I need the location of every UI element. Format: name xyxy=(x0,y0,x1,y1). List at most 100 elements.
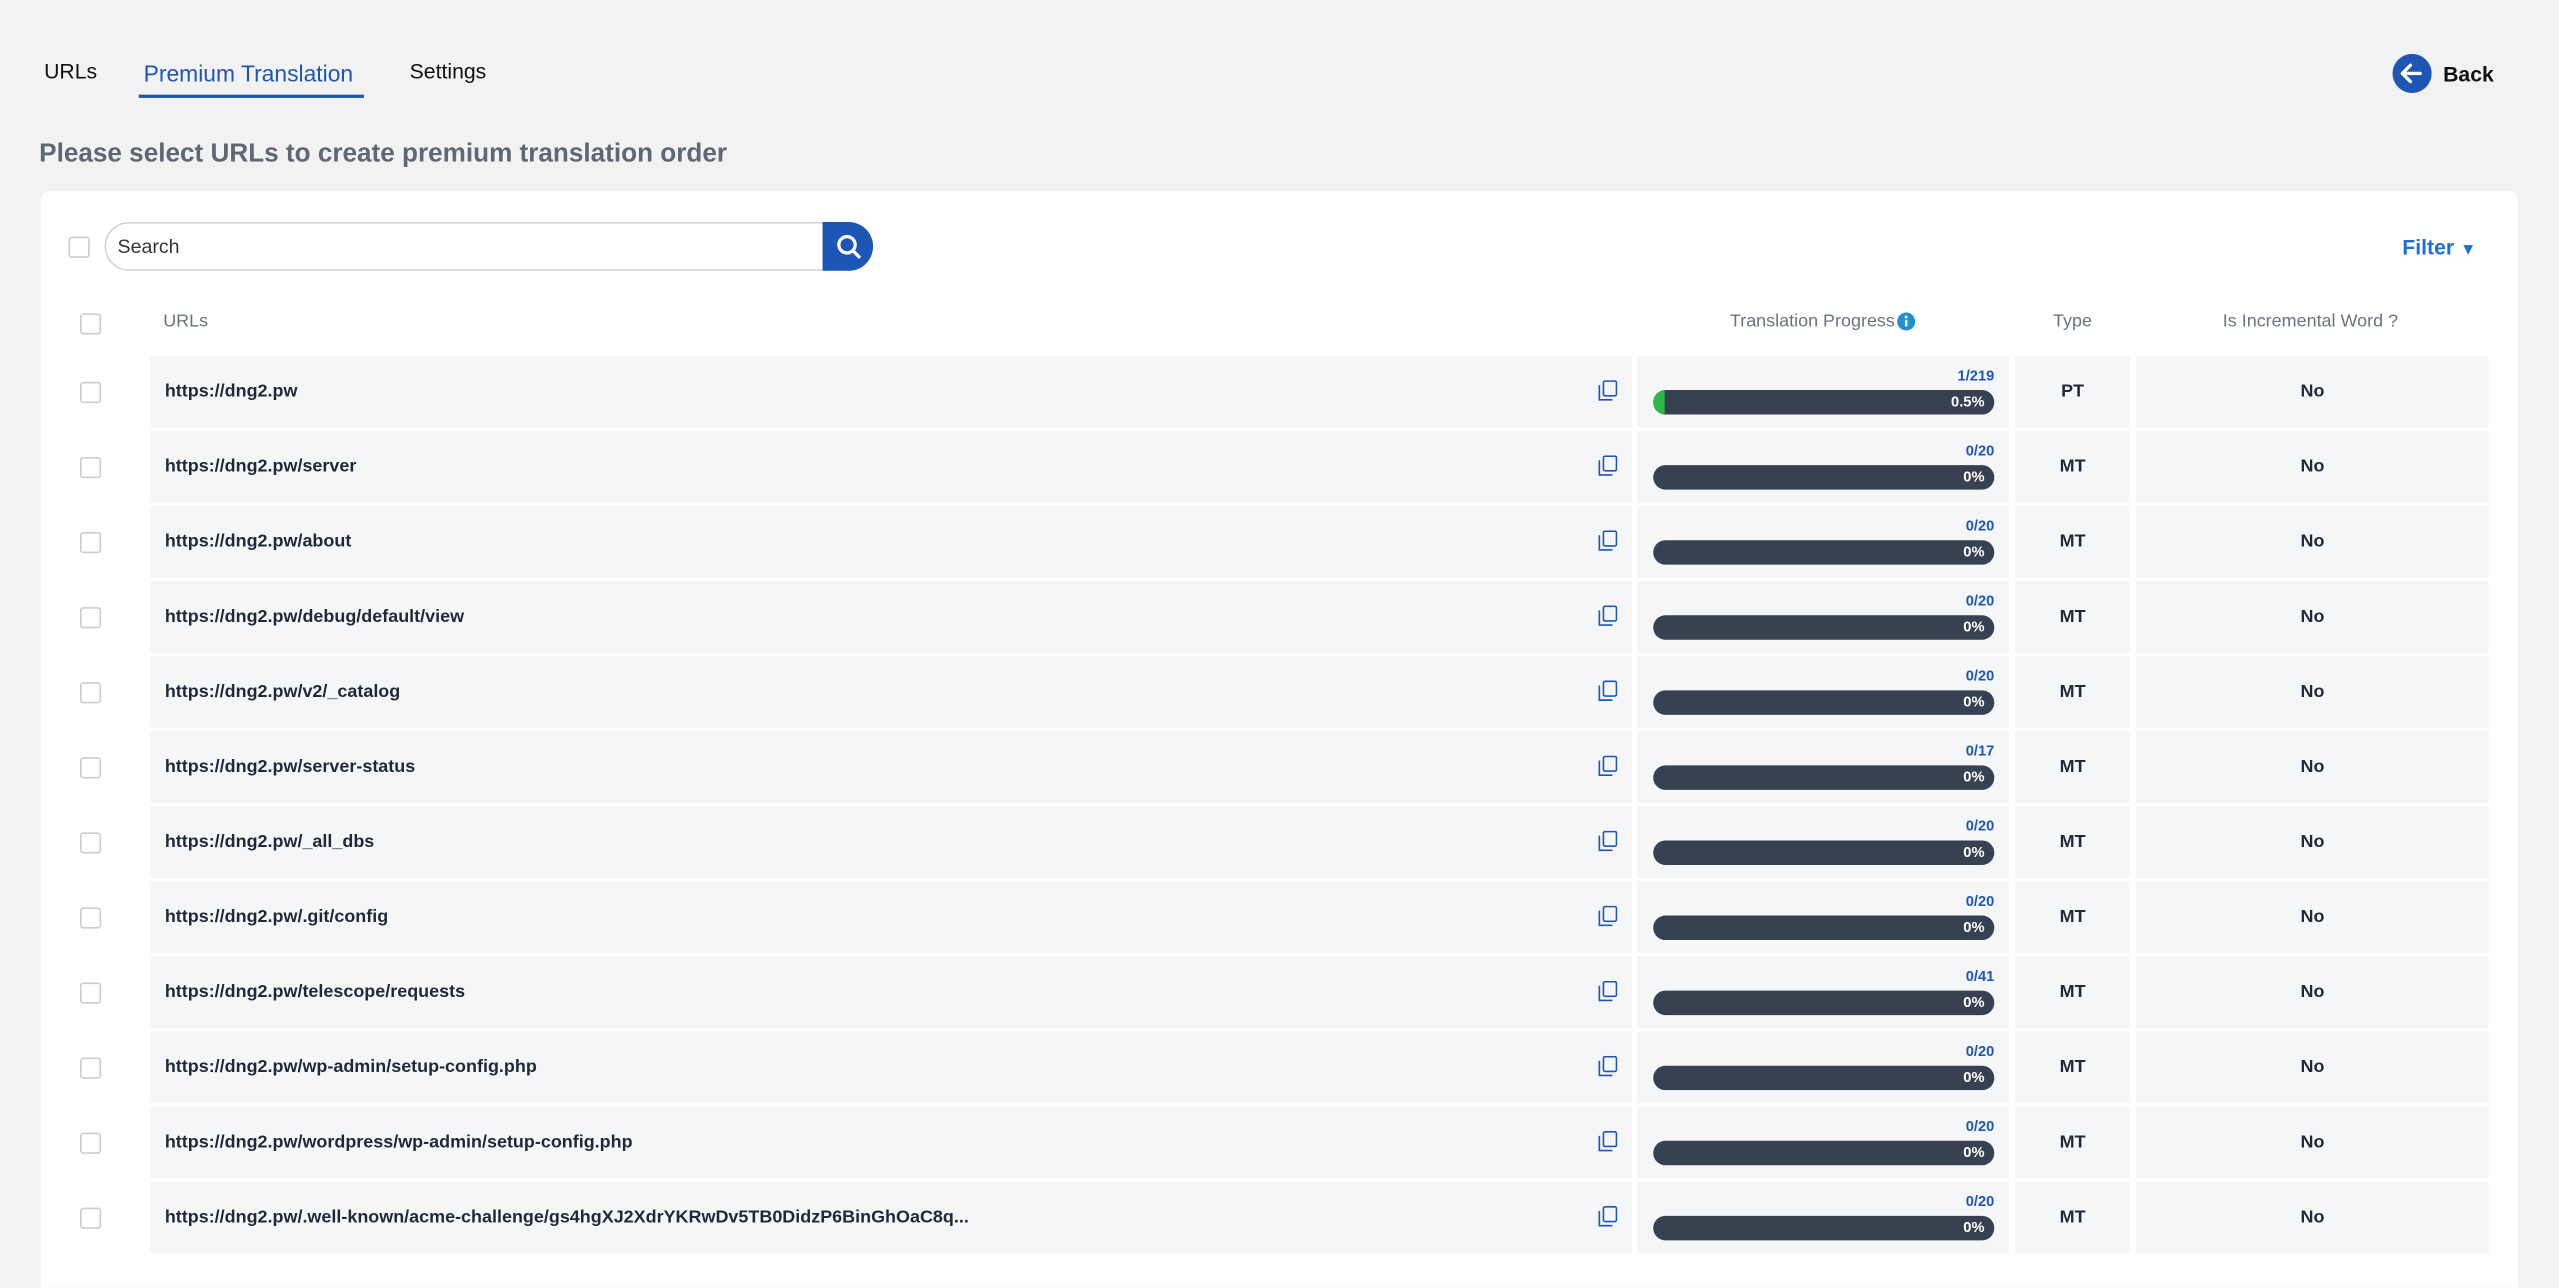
progress-count: 0/20 xyxy=(1965,442,1995,459)
url-cell: https://dng2.pw/debug/default/view xyxy=(150,580,1632,653)
url-cell: https://dng2.pw/server xyxy=(150,430,1632,503)
type-cell: MT xyxy=(2015,881,2130,954)
progress-count: 0/20 xyxy=(1965,1192,1995,1210)
progress-bar: 0% xyxy=(1653,1065,1995,1091)
progress-cell: 0/41 0% xyxy=(1636,956,2009,1029)
progress-bar: 0% xyxy=(1653,915,1995,941)
copy-icon[interactable] xyxy=(1598,905,1618,927)
copy-icon[interactable] xyxy=(1598,755,1618,777)
progress-percent: 0.5% xyxy=(1951,393,1985,410)
checkbox[interactable] xyxy=(79,982,102,1004)
checkbox[interactable] xyxy=(68,236,90,258)
progress-bar: 0% xyxy=(1653,1140,1995,1166)
progress-percent: 0% xyxy=(1963,468,1985,485)
url-cell: https://dng2.pw/telescope/requests xyxy=(150,956,1632,1029)
checkbox[interactable] xyxy=(79,532,102,554)
column-header: URLs xyxy=(163,311,209,332)
progress-percent: 0% xyxy=(1963,843,1985,861)
url-cell: https://dng2.pw/wordpress/wp-admin/setup… xyxy=(150,1106,1632,1179)
checkbox[interactable] xyxy=(79,313,102,335)
url-cell: https://dng2.pw/_all_dbs xyxy=(150,806,1632,879)
back-button[interactable]: Back xyxy=(2443,62,2494,87)
progress-cell: 0/20 0% xyxy=(1636,656,2009,728)
progress-count: 0/20 xyxy=(1965,1042,1995,1060)
progress-cell: 0/20 0% xyxy=(1636,580,2009,653)
progress-percent: 0% xyxy=(1963,693,1985,710)
checkbox[interactable] xyxy=(79,832,102,854)
progress-fill xyxy=(1653,390,1665,415)
type-cell: MT xyxy=(2015,505,2130,578)
url-cell: https://dng2.pw/server-status xyxy=(150,731,1632,803)
type-cell: MT xyxy=(2015,731,2130,803)
type-cell: MT xyxy=(2015,956,2130,1029)
incremental-cell: No xyxy=(2136,1181,2489,1254)
type-cell: PT xyxy=(2015,355,2130,428)
copy-icon[interactable] xyxy=(1598,1055,1618,1077)
progress-cell: 0/20 0% xyxy=(1636,806,2009,879)
filter-button[interactable]: Filter ▼ xyxy=(2402,235,2477,260)
incremental-cell: No xyxy=(2136,580,2489,653)
tab-active[interactable]: Premium Translation xyxy=(143,60,354,87)
incremental-cell: No xyxy=(2136,355,2489,428)
checkbox[interactable] xyxy=(79,682,102,704)
tab-underline xyxy=(138,94,364,98)
url-cell: https://dng2.pw/.well-known/acme-challen… xyxy=(150,1181,1632,1254)
progress-percent: 0% xyxy=(1963,618,1985,635)
progress-cell: 0/20 0% xyxy=(1636,430,2009,503)
copy-icon[interactable] xyxy=(1598,530,1618,551)
progress-percent: 0% xyxy=(1963,993,1985,1011)
progress-cell: 0/20 0% xyxy=(1636,1031,2009,1104)
type-cell: MT xyxy=(2015,1031,2130,1104)
progress-percent: 0% xyxy=(1963,543,1985,560)
copy-icon[interactable] xyxy=(1598,830,1618,852)
info-icon[interactable] xyxy=(1896,312,1916,332)
checkbox[interactable] xyxy=(79,381,102,404)
copy-icon[interactable] xyxy=(1598,455,1618,476)
search-placeholder: Search xyxy=(117,235,180,258)
tab[interactable]: URLs xyxy=(44,58,98,84)
checkbox[interactable] xyxy=(79,757,102,779)
back-icon[interactable] xyxy=(2392,53,2432,94)
progress-count: 1/219 xyxy=(1957,367,1995,384)
url-cell: https://dng2.pw/wp-admin/setup-config.ph… xyxy=(150,1031,1632,1104)
tab[interactable]: Settings xyxy=(409,58,487,84)
progress-count: 0/20 xyxy=(1965,1117,1995,1135)
filter-label: Filter xyxy=(2402,235,2455,260)
column-header: Is Incremental Word ? xyxy=(2222,311,2399,332)
incremental-cell: No xyxy=(2136,956,2489,1029)
incremental-cell: No xyxy=(2136,1106,2489,1179)
copy-icon[interactable] xyxy=(1598,380,1618,401)
progress-cell: 0/20 0% xyxy=(1636,505,2009,578)
progress-bar: 0% xyxy=(1653,690,1995,715)
progress-bar: 0% xyxy=(1653,840,1995,865)
progress-percent: 0% xyxy=(1963,918,1985,936)
checkbox[interactable] xyxy=(79,1207,102,1229)
incremental-cell: No xyxy=(2136,430,2489,503)
column-header: Type xyxy=(2053,311,2092,332)
progress-bar: 0% xyxy=(1653,465,1995,490)
url-cell: https://dng2.pw/v2/_catalog xyxy=(150,656,1632,728)
search-input[interactable]: Search xyxy=(104,221,846,271)
copy-icon[interactable] xyxy=(1598,1130,1618,1152)
incremental-cell: No xyxy=(2136,806,2489,879)
search-button[interactable] xyxy=(822,221,874,271)
type-cell: MT xyxy=(2015,430,2130,503)
copy-icon[interactable] xyxy=(1598,1206,1618,1227)
checkbox[interactable] xyxy=(79,1132,102,1154)
checkbox[interactable] xyxy=(79,607,102,629)
progress-count: 0/20 xyxy=(1965,667,1995,684)
progress-percent: 0% xyxy=(1963,1068,1985,1086)
progress-percent: 0% xyxy=(1963,1144,1985,1161)
copy-icon[interactable] xyxy=(1598,680,1618,702)
progress-count: 0/20 xyxy=(1965,892,1995,910)
checkbox[interactable] xyxy=(79,456,102,479)
checkbox[interactable] xyxy=(79,1057,102,1079)
copy-icon[interactable] xyxy=(1598,980,1618,1002)
incremental-cell: No xyxy=(2136,505,2489,578)
checkbox[interactable] xyxy=(79,907,102,929)
type-cell: MT xyxy=(2015,1181,2130,1254)
column-header: Translation Progress xyxy=(1729,311,1895,332)
copy-icon[interactable] xyxy=(1598,605,1618,626)
